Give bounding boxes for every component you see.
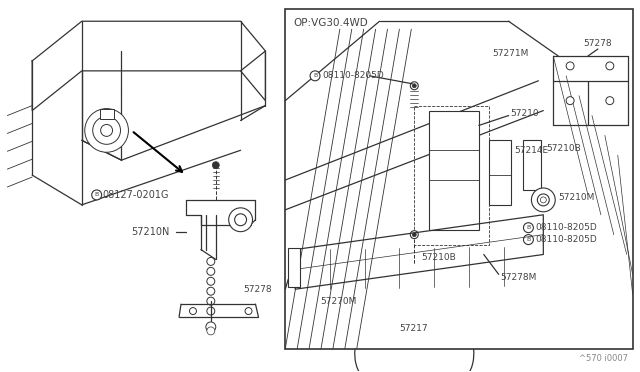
- Circle shape: [245, 308, 252, 315]
- Circle shape: [606, 97, 614, 105]
- Text: 57278M: 57278M: [500, 273, 537, 282]
- Circle shape: [212, 162, 220, 169]
- Circle shape: [84, 109, 129, 152]
- Circle shape: [206, 322, 216, 332]
- Bar: [414, 106, 489, 244]
- Circle shape: [524, 235, 533, 244]
- Text: 57210: 57210: [511, 109, 539, 118]
- Text: 08110-8205D: 08110-8205D: [536, 223, 597, 232]
- Circle shape: [566, 97, 574, 105]
- Text: B: B: [313, 73, 317, 78]
- Circle shape: [228, 208, 253, 232]
- Text: 57270M: 57270M: [320, 296, 356, 306]
- Text: 57278: 57278: [584, 39, 612, 48]
- Circle shape: [606, 62, 614, 70]
- Bar: [524, 140, 541, 190]
- Circle shape: [100, 125, 113, 137]
- Circle shape: [410, 231, 419, 238]
- Text: 57278: 57278: [244, 285, 273, 294]
- Bar: [100, 109, 113, 119]
- Text: B: B: [526, 237, 531, 242]
- Bar: [489, 140, 511, 205]
- Circle shape: [524, 223, 533, 232]
- Text: 57217: 57217: [399, 324, 428, 333]
- Circle shape: [207, 277, 215, 285]
- Text: 57214E: 57214E: [515, 146, 548, 155]
- Bar: [288, 247, 300, 287]
- Circle shape: [207, 297, 215, 305]
- Text: B: B: [95, 192, 99, 198]
- Circle shape: [207, 327, 215, 335]
- Text: 57210M: 57210M: [558, 193, 595, 202]
- Circle shape: [412, 232, 416, 237]
- Text: OP:VG30.4WD: OP:VG30.4WD: [293, 18, 368, 28]
- Text: 08110-8205D: 08110-8205D: [536, 235, 597, 244]
- Text: 57271M: 57271M: [492, 48, 529, 58]
- Circle shape: [207, 267, 215, 275]
- Bar: [429, 110, 479, 230]
- Text: 08127-0201G: 08127-0201G: [102, 190, 169, 200]
- Text: ^570 i0007: ^570 i0007: [579, 354, 628, 363]
- Circle shape: [235, 214, 246, 226]
- Circle shape: [410, 82, 419, 90]
- Text: B: B: [526, 225, 531, 230]
- Circle shape: [93, 116, 120, 144]
- Circle shape: [92, 190, 102, 200]
- Text: 57210B: 57210B: [547, 144, 581, 153]
- Circle shape: [531, 188, 556, 212]
- Circle shape: [566, 62, 574, 70]
- Circle shape: [189, 308, 196, 315]
- Text: 57210B: 57210B: [422, 253, 456, 262]
- Text: 08110-8205D: 08110-8205D: [322, 71, 384, 80]
- Circle shape: [540, 197, 547, 203]
- Text: 57210N: 57210N: [131, 227, 170, 237]
- Circle shape: [412, 84, 416, 88]
- Circle shape: [310, 71, 320, 81]
- Bar: [285, 9, 633, 349]
- Circle shape: [538, 194, 549, 206]
- Circle shape: [207, 287, 215, 295]
- Circle shape: [207, 307, 215, 315]
- Circle shape: [207, 257, 215, 265]
